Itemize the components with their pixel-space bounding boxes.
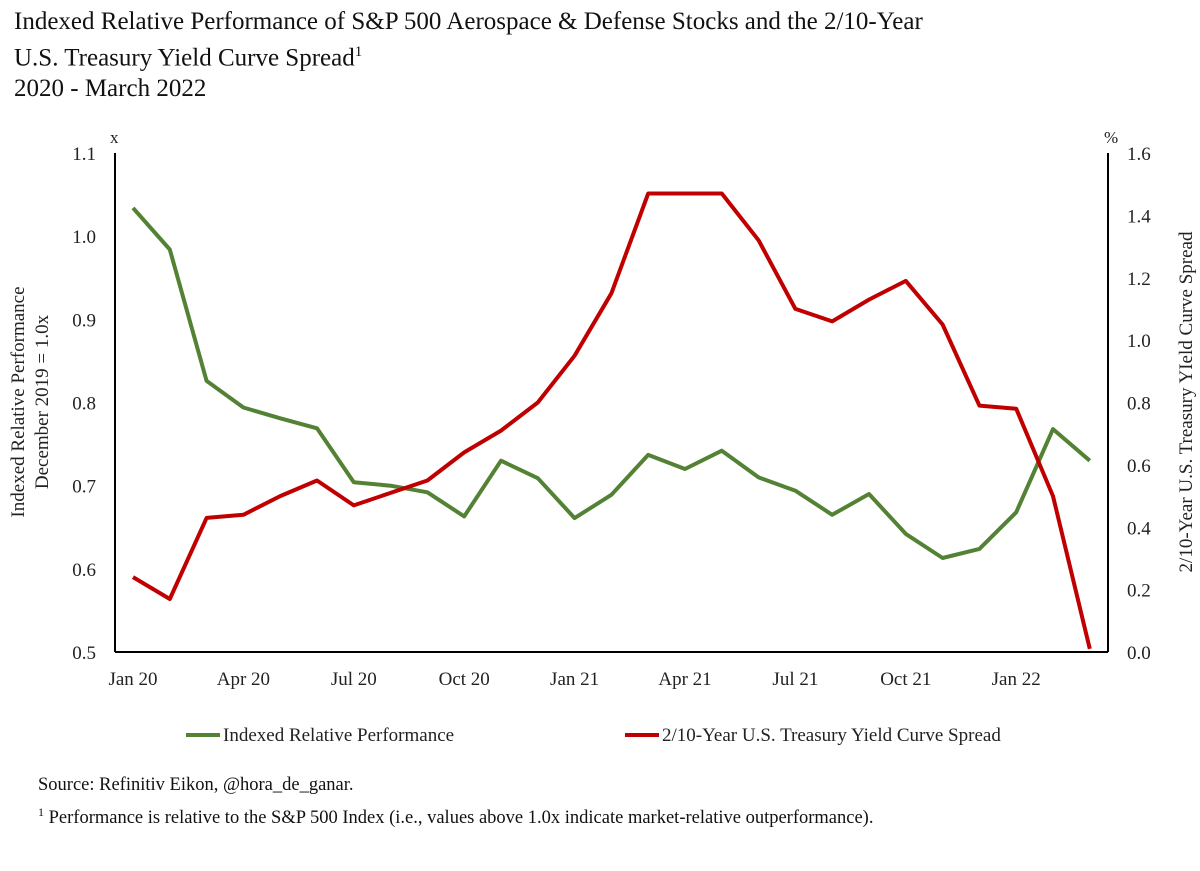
x-tick-label: Jan 21 (550, 669, 599, 690)
left-tick-label: 1.1 (72, 144, 96, 165)
left-tick-label: 0.6 (72, 560, 96, 581)
left-tick-label: 0.5 (72, 643, 96, 664)
x-tick-label: Jul 21 (772, 669, 818, 690)
right-tick-label: 0.4 (1127, 518, 1151, 539)
x-tick-label: Oct 20 (439, 669, 490, 690)
right-unit: % (1104, 128, 1118, 147)
performance-line (131, 206, 1092, 560)
legend-label-performance: Indexed Relative Performance (223, 725, 454, 746)
left-axis-label-2: December 2019 = 1.0x (32, 314, 53, 489)
right-tick-label: 0.8 (1127, 394, 1151, 415)
source-notes: Source: Refinitiv Eikon, @hora_de_ganar.… (38, 772, 873, 832)
x-tick-label: Oct 21 (880, 669, 931, 690)
spread-line (131, 191, 1092, 650)
right-tick-label: 1.4 (1127, 206, 1151, 227)
right-tick-label: 0.2 (1127, 581, 1151, 602)
left-axis-label-1: Indexed Relative Performance (8, 286, 29, 517)
right-tick-label: 0.6 (1127, 456, 1151, 477)
x-tick-label: Jan 20 (108, 669, 157, 690)
left-tick-label: 0.8 (72, 394, 96, 415)
legend-label-spread: 2/10-Year U.S. Treasury Yield Curve Spre… (662, 725, 1001, 746)
title-line-1: Indexed Relative Performance of S&P 500 … (14, 8, 923, 35)
right-tick-label: 1.6 (1127, 144, 1151, 165)
x-tick-label: Jul 20 (331, 669, 377, 690)
x-tick-label: Apr 20 (217, 669, 270, 690)
legend: Indexed Relative Performance 2/10-Year U… (186, 725, 1001, 746)
right-axis-label: 2/10-Year U.S. Treasury YIeld Curve Spre… (1176, 231, 1197, 572)
right-tick-label: 0.0 (1127, 643, 1151, 664)
right-tick-label: 1.2 (1127, 269, 1151, 290)
footnote: 1 Performance is relative to the S&P 500… (38, 805, 874, 829)
left-unit: x (110, 128, 119, 147)
title-line-3: 2020 - March 2022 (14, 75, 207, 103)
x-tick-label: Jan 22 (992, 669, 1041, 690)
right-tick-label: 1.0 (1127, 331, 1151, 352)
left-tick-label: 0.7 (72, 477, 96, 498)
left-tick-label: 1.0 (72, 227, 96, 248)
source-text: Source: Refinitiv Eikon, @hora_de_ganar. (38, 775, 354, 795)
left-tick-label: 0.9 (72, 310, 96, 331)
x-tick-label: Apr 21 (658, 669, 711, 690)
chart-title: Indexed Relative Performance of S&P 500 … (14, 6, 923, 104)
title-line-2: U.S. Treasury Yield Curve Spread1 (14, 44, 363, 72)
